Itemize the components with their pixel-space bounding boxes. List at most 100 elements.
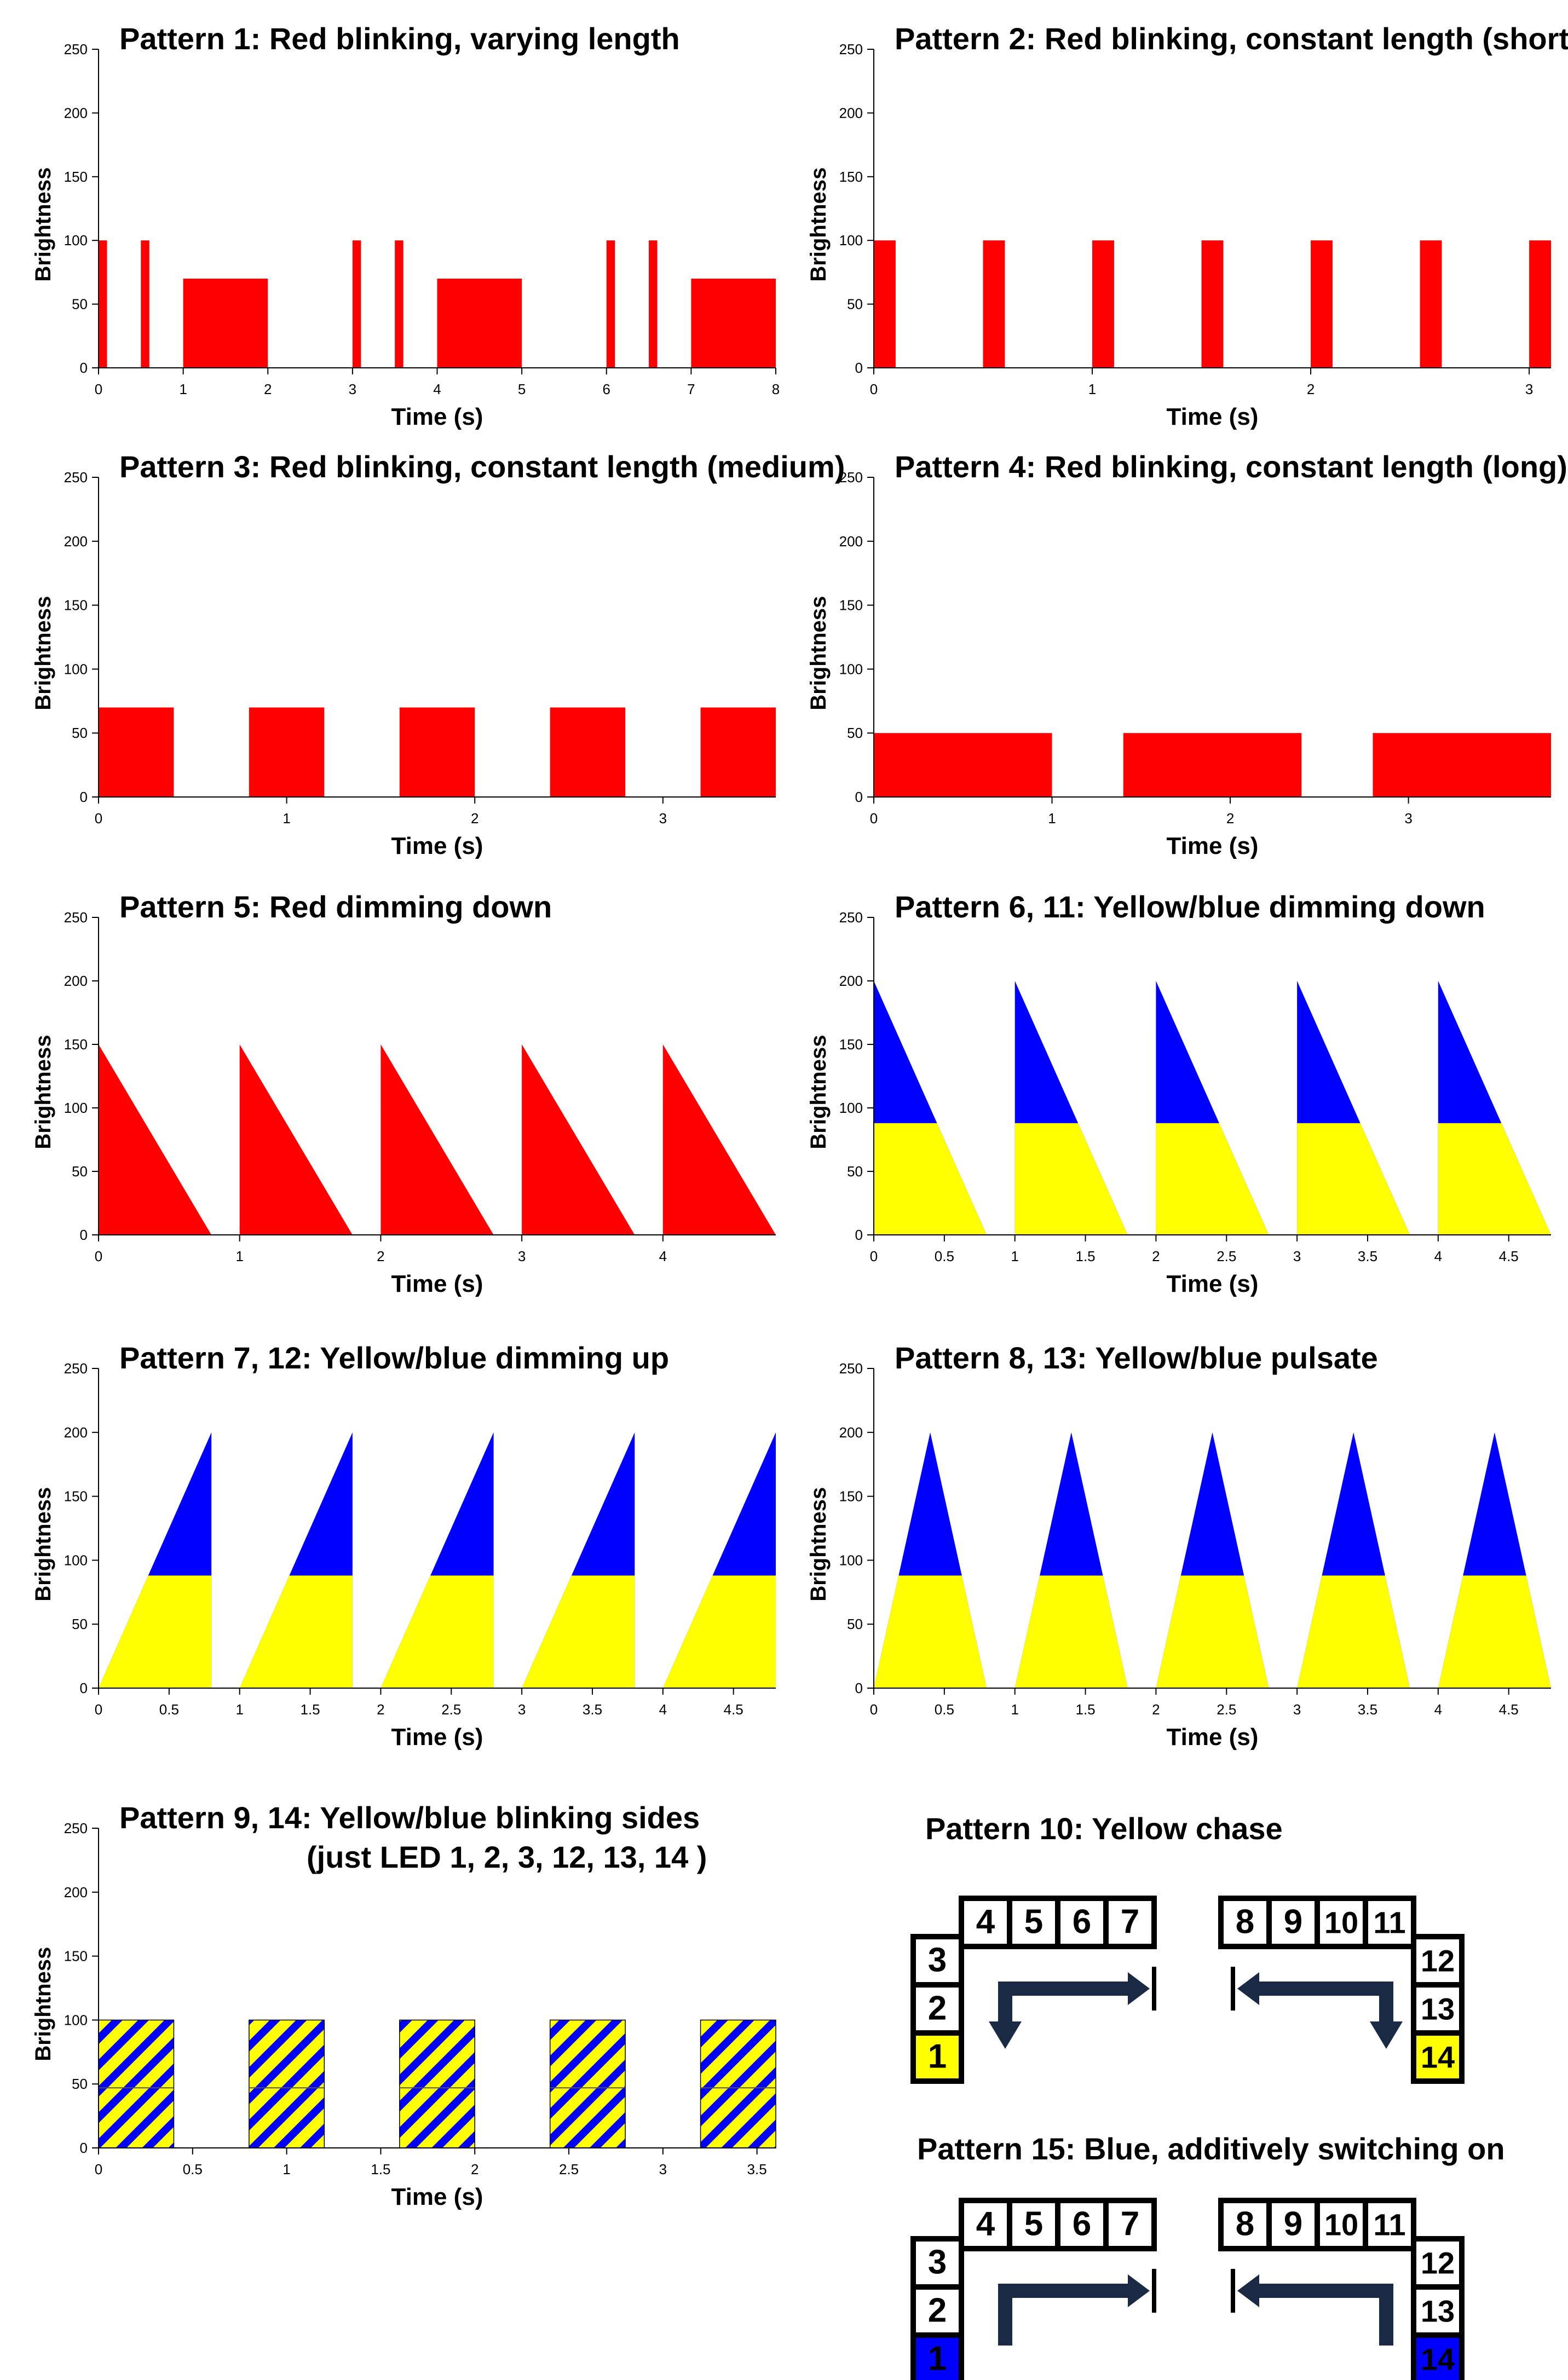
chase-arrows: [998, 2269, 1393, 2346]
y-tick-label: 200: [839, 105, 863, 121]
led-number: 13: [1421, 1991, 1455, 2026]
led-box: [1103, 2198, 1157, 2251]
y-tick-label: 200: [839, 973, 863, 989]
led-box: [1411, 2030, 1465, 2084]
x-axis-label: Time (s): [391, 1724, 483, 1751]
y-tick-label: 50: [847, 1616, 863, 1632]
led-13: 13: [1411, 2284, 1465, 2338]
pulse-lower-5: [662, 1575, 776, 1688]
y-tick-label: 150: [64, 1036, 88, 1053]
data-marks: [874, 733, 1551, 797]
led-box: [910, 2236, 964, 2290]
y-tick-label: 50: [72, 1163, 88, 1180]
chase-arrows: [989, 1967, 1403, 2049]
x-axis-label: Time (s): [391, 1270, 483, 1297]
led-number: 5: [1024, 2205, 1043, 2243]
y-tick-label: 50: [72, 296, 88, 313]
x-tick-label: 4: [1434, 1701, 1442, 1718]
y-tick-label: 150: [839, 169, 863, 185]
pulse-bar-3: [399, 707, 475, 797]
right-arrow-head-left: [1237, 1972, 1259, 2005]
led-box: [910, 2284, 964, 2338]
led-7: 7: [1103, 1896, 1157, 1949]
x-axis-label: Time (s): [1167, 1724, 1259, 1751]
led-number: 1: [928, 2339, 947, 2377]
pulse-bar-2: [1123, 733, 1302, 797]
led-2: 2: [910, 1982, 964, 2036]
y-tick-label: 250: [64, 41, 88, 57]
y-tick-label: 200: [64, 533, 88, 550]
y-tick-label: 250: [64, 469, 88, 486]
x-tick-label: 1.5: [300, 1701, 320, 1718]
pulse-lower-5: [1438, 1123, 1551, 1235]
led-number: 3: [928, 1941, 947, 1979]
pulse-shape-4: [522, 1044, 635, 1235]
led-number: 9: [1284, 1903, 1302, 1940]
x-tick-label: 4: [433, 381, 441, 397]
y-axis-label: Brightness: [31, 1487, 55, 1602]
pulse-bar-7: [606, 240, 615, 368]
x-tick-label: 0.5: [935, 1248, 954, 1264]
pulse-lower-5: [1438, 1575, 1551, 1688]
x-tick-label: 3: [518, 1701, 526, 1718]
x-tick-label: 0: [95, 381, 102, 397]
x-tick-label: 0: [95, 1701, 102, 1718]
pulse-bar-3: [1092, 240, 1114, 368]
led-3: 3: [910, 1934, 964, 1988]
y-tick-label: 0: [80, 360, 88, 376]
x-tick-label: 2: [471, 2161, 479, 2177]
led-number: 14: [1421, 2342, 1455, 2376]
y-axis-label: Brightness: [806, 596, 831, 710]
pulse-bar-4: [352, 240, 361, 368]
led-13: 13: [1411, 1982, 1465, 2036]
led-number: 13: [1421, 2294, 1455, 2328]
y-tick-label: 200: [839, 1424, 863, 1441]
y-tick-label: 150: [64, 597, 88, 614]
x-tick-label: 0.5: [935, 1701, 954, 1718]
pulse-bar-4: [550, 707, 626, 797]
x-tick-label: 2: [377, 1701, 384, 1718]
chart-panel-9: 0 50 100 150 200 250 0 0.5 1 1.5 2 2.5 3 3.5 Time (s) B…: [31, 1800, 776, 2210]
led-6: 6: [1055, 1896, 1109, 1949]
chart-panel-6: 0 50 100 150 200 250 0 0.5 1 1.5 2 2.5 3 3.5 4 4.5 Time …: [806, 889, 1551, 1297]
x-tick-label: 2: [377, 1248, 384, 1264]
x-tick-label: 0: [870, 1701, 878, 1718]
y-axis-label: Brightness: [806, 1487, 831, 1602]
pulse-bar-5: [700, 707, 776, 797]
x-tick-label: 2.5: [441, 1701, 461, 1718]
x-tick-label: 1: [1048, 810, 1056, 827]
x-tick-label: 4.5: [1499, 1701, 1519, 1718]
pulse-bar-1: [874, 733, 1052, 797]
x-tick-label: 2.5: [1217, 1701, 1236, 1718]
x-axis-label: Time (s): [1167, 1270, 1259, 1297]
led-diagram-title: Pattern 15: Blue, additively switching o…: [917, 2131, 1505, 2166]
pulse-bar-1: [98, 2019, 175, 2148]
led-number: 6: [1073, 1903, 1091, 1940]
led-9: 9: [1266, 1896, 1320, 1949]
x-axis-label: Time (s): [1167, 403, 1259, 430]
y-tick-label: 200: [64, 1884, 88, 1900]
pulse-bar-2: [983, 240, 1005, 368]
data-marks: [98, 2019, 776, 2148]
led-number: 10: [1324, 2207, 1358, 2242]
chart-panel-4: 0 50 100 150 200 250 0 1 2 3 Time (s) Brightness Pat…: [806, 449, 1567, 859]
data-marks: [99, 240, 776, 368]
pulse-lower-3: [381, 1575, 494, 1688]
pulse-bar-6: [1420, 240, 1442, 368]
pulse-lower-3: [1156, 1575, 1269, 1688]
led-box: [910, 2332, 964, 2380]
y-tick-label: 100: [64, 2012, 88, 2028]
pulse-bar-3: [399, 2019, 475, 2148]
pulse-lower-2: [239, 1575, 353, 1688]
x-axis-label: Time (s): [1167, 833, 1259, 859]
y-tick-label: 50: [847, 725, 863, 741]
left-arrow-shaft: [998, 1982, 1133, 2027]
x-tick-label: 1: [1011, 1701, 1018, 1718]
led-number: 14: [1421, 2040, 1455, 2074]
y-tick-label: 250: [839, 469, 863, 486]
y-tick-label: 100: [839, 1100, 863, 1116]
pulse-bar-2: [141, 240, 149, 368]
led-10: 10: [1315, 1896, 1368, 1949]
chart-subtitle: (just LED 1, 2, 3, 12, 13, 14 ): [307, 1840, 707, 1874]
